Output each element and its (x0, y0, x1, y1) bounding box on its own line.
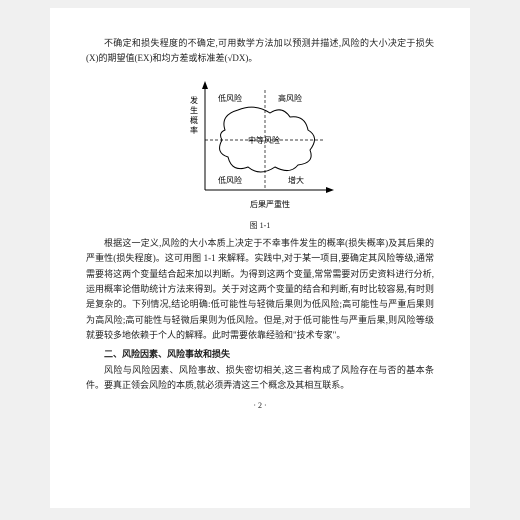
svg-text:发: 发 (190, 95, 198, 105)
page-number: · 2 · (86, 399, 434, 413)
body-paragraph-2: 风险与风险因素、风险事故、损失密切相关,这三者构成了风险存在与否的基本条件。要真… (86, 363, 434, 394)
intro-paragraph: 不确定和损失程度的不确定,可用数学方法加以预测并描述,风险的大小决定于损失(X)… (86, 36, 434, 67)
label-br: 增大 (288, 175, 304, 185)
figure-1-1: 发 生 概 率 低风险 高风险 中等风险 低风险 增大 后果严重性 (86, 75, 434, 215)
label-tl: 低风险 (218, 93, 242, 103)
svg-text:率: 率 (190, 125, 198, 135)
label-bl: 低风险 (218, 175, 242, 185)
svg-text:概: 概 (190, 115, 198, 125)
body-paragraph: 根据这一定义,风险的大小本质上决定于不幸事件发生的概率(损失概率)及其后果的严重… (86, 236, 434, 343)
figure-caption: 图 1-1 (86, 219, 434, 233)
section-heading: 二、风险因素、风险事故和损失 (86, 347, 434, 362)
x-axis-label: 后果严重性 (250, 199, 290, 209)
document-page: 不确定和损失程度的不确定,可用数学方法加以预测并描述,风险的大小决定于损失(X)… (50, 8, 470, 508)
risk-diagram: 发 生 概 率 低风险 高风险 中等风险 低风险 增大 后果严重性 (170, 75, 350, 215)
svg-text:生: 生 (190, 105, 198, 115)
label-tr: 高风险 (278, 93, 302, 103)
label-mid: 中等风险 (248, 135, 280, 145)
